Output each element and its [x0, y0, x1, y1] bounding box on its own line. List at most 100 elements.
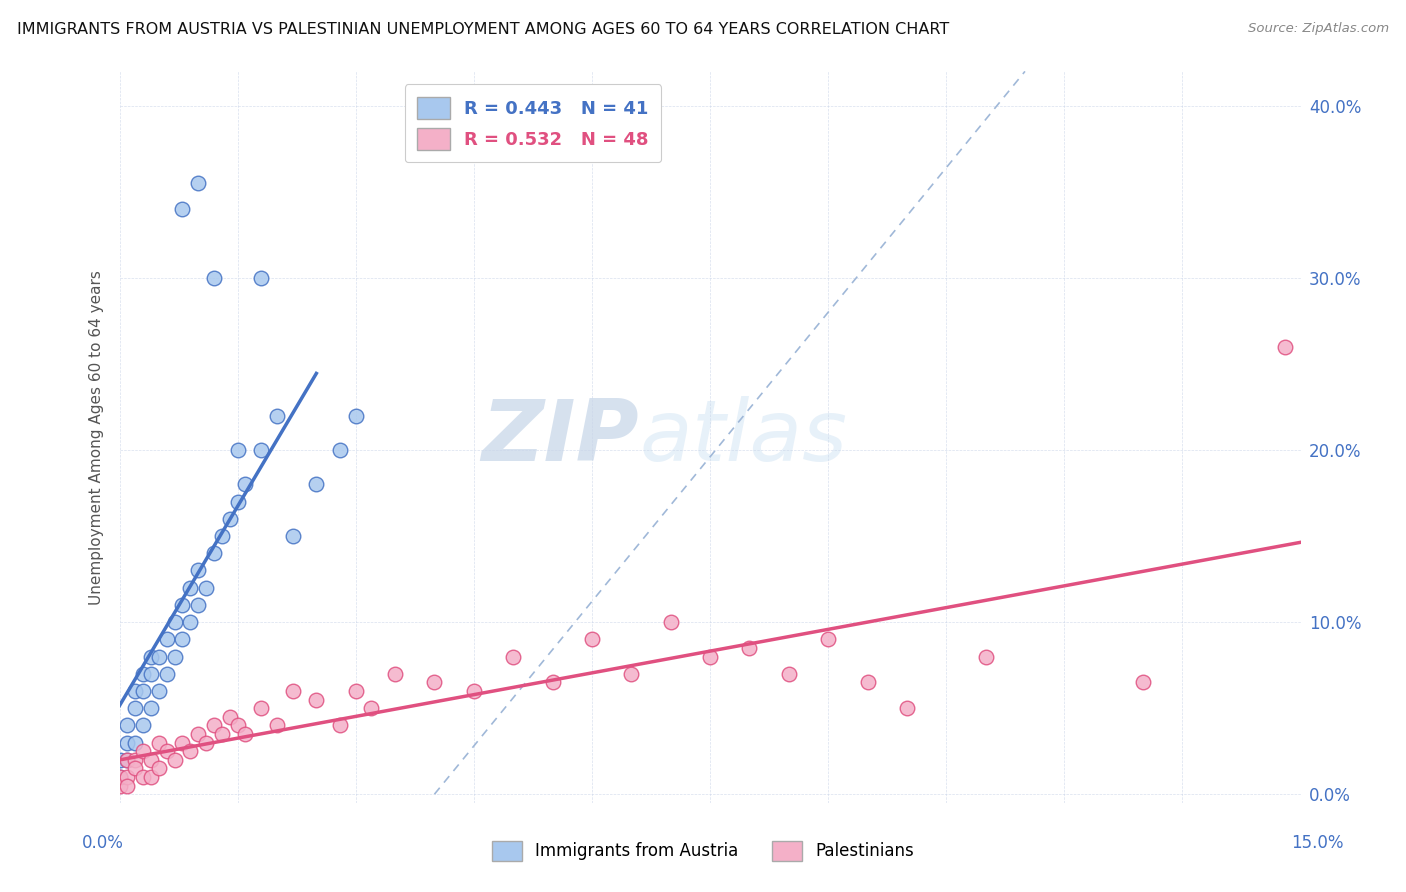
Point	[139, 666, 162, 681]
Point	[305, 477, 328, 491]
Point	[163, 649, 186, 664]
Point	[132, 744, 155, 758]
Point	[187, 598, 209, 612]
Point	[281, 684, 304, 698]
Point	[108, 779, 131, 793]
Point	[344, 409, 367, 423]
Point	[974, 649, 997, 664]
Point	[226, 718, 249, 732]
Point	[1132, 675, 1154, 690]
Text: 0.0%: 0.0%	[82, 834, 124, 852]
Text: Source: ZipAtlas.com: Source: ZipAtlas.com	[1249, 22, 1389, 36]
Point	[226, 494, 249, 508]
Point	[117, 735, 139, 749]
Point	[172, 598, 194, 612]
Point	[124, 753, 146, 767]
Point	[360, 701, 382, 715]
Point	[179, 744, 201, 758]
Point	[235, 477, 257, 491]
Point	[124, 684, 146, 698]
Text: atlas: atlas	[640, 395, 848, 479]
Point	[139, 770, 162, 784]
Point	[117, 779, 139, 793]
Point	[195, 581, 218, 595]
Point	[778, 666, 800, 681]
Point	[124, 761, 146, 775]
Point	[218, 512, 240, 526]
Text: IMMIGRANTS FROM AUSTRIA VS PALESTINIAN UNEMPLOYMENT AMONG AGES 60 TO 64 YEARS CO: IMMIGRANTS FROM AUSTRIA VS PALESTINIAN U…	[17, 22, 949, 37]
Point	[250, 271, 273, 285]
Point	[202, 718, 225, 732]
Legend: Immigrants from Austria, Palestinians: Immigrants from Austria, Palestinians	[485, 834, 921, 868]
Point	[156, 744, 179, 758]
Point	[250, 442, 273, 457]
Point	[226, 442, 249, 457]
Point	[139, 649, 162, 664]
Point	[172, 202, 194, 216]
Point	[699, 649, 721, 664]
Point	[329, 718, 352, 732]
Point	[659, 615, 682, 629]
Point	[172, 735, 194, 749]
Point	[117, 753, 139, 767]
Point	[305, 692, 328, 706]
Point	[202, 546, 225, 560]
Point	[148, 684, 170, 698]
Legend: R = 0.443   N = 41, R = 0.532   N = 48: R = 0.443 N = 41, R = 0.532 N = 48	[405, 84, 661, 162]
Point	[502, 649, 524, 664]
Point	[195, 735, 218, 749]
Point	[108, 770, 131, 784]
Point	[179, 615, 201, 629]
Point	[163, 753, 186, 767]
Point	[124, 701, 146, 715]
Y-axis label: Unemployment Among Ages 60 to 64 years: Unemployment Among Ages 60 to 64 years	[89, 269, 104, 605]
Point	[211, 727, 233, 741]
Point	[139, 701, 162, 715]
Point	[423, 675, 446, 690]
Point	[148, 649, 170, 664]
Point	[156, 632, 179, 647]
Point	[896, 701, 918, 715]
Point	[124, 735, 146, 749]
Point	[384, 666, 406, 681]
Point	[581, 632, 603, 647]
Point	[856, 675, 879, 690]
Point	[211, 529, 233, 543]
Point	[250, 701, 273, 715]
Text: ZIP: ZIP	[481, 395, 640, 479]
Point	[139, 753, 162, 767]
Point	[235, 727, 257, 741]
Point	[344, 684, 367, 698]
Point	[108, 753, 131, 767]
Point	[163, 615, 186, 629]
Point	[148, 761, 170, 775]
Point	[187, 176, 209, 190]
Point	[187, 564, 209, 578]
Point	[132, 666, 155, 681]
Point	[132, 718, 155, 732]
Point	[266, 409, 288, 423]
Point	[156, 666, 179, 681]
Point	[132, 770, 155, 784]
Point	[1274, 340, 1296, 354]
Point	[817, 632, 839, 647]
Point	[148, 735, 170, 749]
Point	[108, 770, 131, 784]
Point	[266, 718, 288, 732]
Point	[179, 581, 201, 595]
Point	[218, 710, 240, 724]
Point	[281, 529, 304, 543]
Point	[117, 718, 139, 732]
Point	[202, 271, 225, 285]
Point	[738, 640, 761, 655]
Point	[132, 684, 155, 698]
Point	[117, 753, 139, 767]
Point	[541, 675, 564, 690]
Point	[187, 727, 209, 741]
Point	[620, 666, 643, 681]
Point	[463, 684, 485, 698]
Point	[117, 770, 139, 784]
Text: 15.0%: 15.0%	[1291, 834, 1344, 852]
Point	[172, 632, 194, 647]
Point	[329, 442, 352, 457]
